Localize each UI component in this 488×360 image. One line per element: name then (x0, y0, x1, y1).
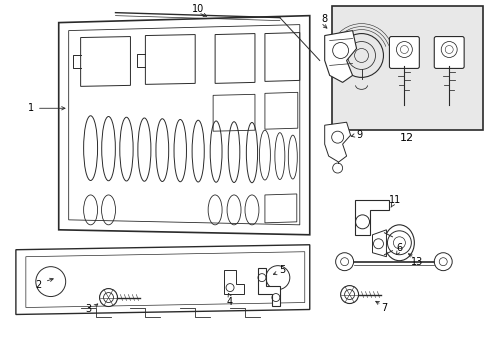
Polygon shape (372, 230, 386, 257)
Polygon shape (59, 15, 309, 235)
Circle shape (100, 289, 117, 306)
Polygon shape (324, 122, 350, 162)
Circle shape (335, 253, 353, 271)
Polygon shape (16, 245, 309, 315)
Text: 2: 2 (36, 280, 42, 289)
Text: 3: 3 (85, 305, 91, 315)
Ellipse shape (384, 225, 413, 261)
Text: 10: 10 (192, 4, 204, 14)
Polygon shape (354, 200, 388, 235)
Text: 12: 12 (400, 133, 414, 143)
Bar (331, 6, 482, 130)
Text: 6: 6 (396, 243, 402, 253)
Text: 8: 8 (321, 14, 327, 24)
Text: 1: 1 (28, 103, 34, 113)
Polygon shape (224, 270, 244, 293)
Text: 9: 9 (356, 130, 362, 140)
Circle shape (340, 285, 358, 303)
Text: 7: 7 (381, 302, 387, 312)
Text: 5: 5 (278, 265, 285, 275)
Text: 4: 4 (226, 297, 233, 306)
Circle shape (433, 253, 451, 271)
FancyBboxPatch shape (433, 37, 463, 68)
Polygon shape (324, 31, 356, 82)
FancyBboxPatch shape (388, 37, 419, 68)
Text: 11: 11 (388, 195, 401, 205)
Polygon shape (258, 268, 279, 306)
Text: 13: 13 (410, 257, 423, 267)
